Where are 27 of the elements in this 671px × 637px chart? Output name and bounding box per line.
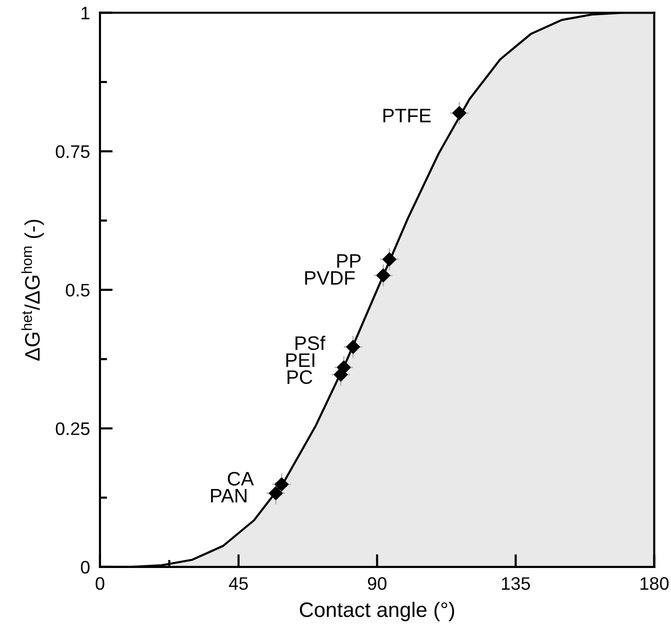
x-tick-label: 0: [96, 577, 104, 590]
x-tick-label: 45: [228, 577, 248, 590]
x-tick-label: 180: [640, 577, 669, 590]
y-tick-label: 0.25: [56, 422, 90, 436]
y-tick-label: 0: [80, 560, 90, 574]
point: [268, 486, 283, 500]
annotation: PEI: [286, 353, 314, 367]
point: [452, 106, 466, 120]
point: [376, 268, 390, 282]
y-tick-label: 0.5: [66, 284, 90, 297]
y-axis-title: ΔG$^{het}$/ΔG$^{hom}$ (-): [21, 220, 44, 361]
annotation: PAN: [211, 489, 246, 502]
annotation: PC: [288, 370, 312, 384]
x-tick-label: 135: [502, 577, 530, 590]
point: [336, 360, 351, 374]
y-tick-label: 1: [82, 6, 90, 20]
x-tick-label: 90: [368, 577, 386, 590]
annotation: PP: [337, 254, 361, 268]
annotation: PVDF: [305, 271, 355, 285]
x-axis-title: Contact angle (°): [300, 602, 454, 622]
y-tick-label: 0.75: [56, 145, 90, 158]
annotation: CA: [228, 472, 254, 486]
annotation: PSf: [296, 336, 326, 350]
point: [346, 340, 360, 354]
point: [382, 252, 396, 266]
annotation: PTFE: [383, 108, 431, 122]
point: [274, 477, 289, 492]
